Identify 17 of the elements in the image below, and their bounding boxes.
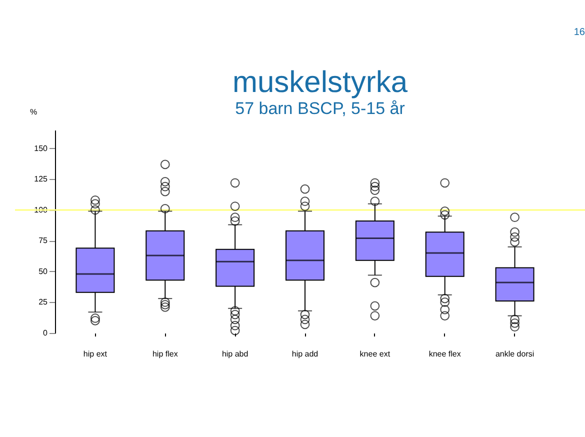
x-tick-label: hip abd bbox=[222, 350, 248, 358]
x-tick-label: knee flex bbox=[428, 350, 461, 358]
y-tick-label: 25 bbox=[38, 298, 48, 307]
y-tick-label: 125 bbox=[34, 174, 48, 184]
x-tick-label: hip add bbox=[292, 350, 318, 358]
y-tick-label: 150 bbox=[34, 144, 48, 153]
x-tick-label: knee ext bbox=[360, 350, 391, 358]
y-tick-label: 0 bbox=[43, 328, 48, 338]
x-tick-label: hip ext bbox=[83, 350, 108, 358]
x-tick-label: ankle dorsi bbox=[495, 350, 534, 358]
y-tick-label: 75 bbox=[38, 236, 48, 246]
chart-subtitle: 57 barn BSCP, 5-15 år bbox=[235, 99, 406, 118]
y-tick-label: 50 bbox=[38, 266, 48, 276]
chart-title: muskelstyrka bbox=[232, 66, 408, 99]
text: 16 bbox=[574, 27, 585, 38]
y-axis-title: % bbox=[30, 108, 38, 116]
x-tick-label: hip flex bbox=[152, 350, 178, 358]
